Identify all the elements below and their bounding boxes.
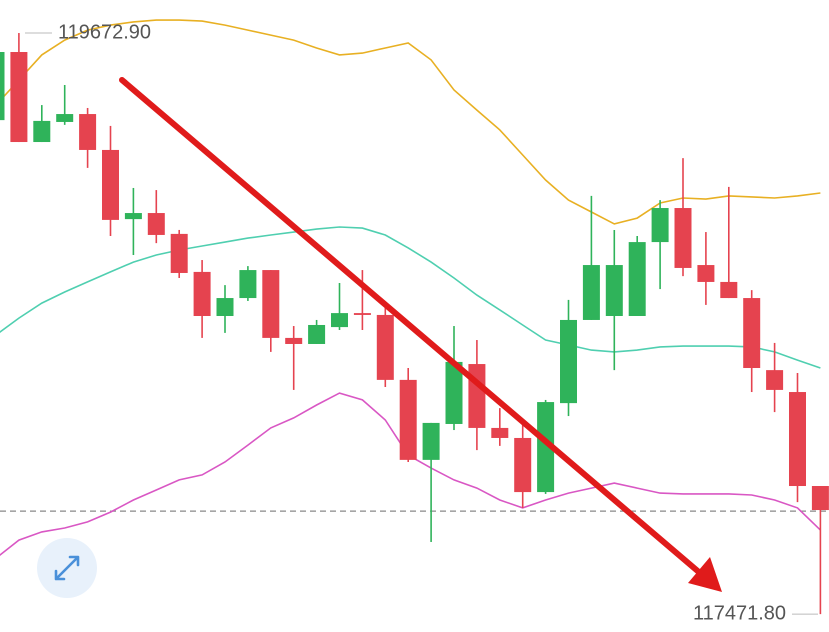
candle-body [789,392,806,487]
candle-body [56,114,74,122]
trend-arrow [119,77,722,592]
candle-body [331,313,348,328]
candle-body [514,437,532,493]
arrow-head [688,557,722,592]
candle-body [10,52,28,143]
candle-body [697,265,715,282]
candle-body [582,265,600,320]
candle-body [811,486,829,511]
candle-body [33,120,51,143]
expand-button[interactable] [37,538,97,598]
candle-body [102,149,119,220]
candle-body [445,361,463,424]
candle-body [170,233,188,273]
candle-body [0,52,5,121]
band-line [0,226,821,369]
candle-body [376,314,394,380]
candle-body [216,298,234,316]
candle-body [399,379,417,460]
candle-body [560,319,577,404]
candle-layer [0,33,829,615]
candle-body [79,114,97,150]
candle-body [353,313,371,315]
candle-body [285,337,303,344]
candle-body [651,208,669,243]
band-layer [0,19,829,556]
candle-body [491,427,509,438]
candle-body [262,270,280,338]
candle-body [537,402,555,493]
candle-body [720,281,738,299]
candle-body [239,270,257,299]
low-price-label: 117471.80 [693,602,786,624]
candle-body [674,208,692,268]
candle-body [308,324,326,344]
candle-body [628,242,646,316]
candle-body [468,364,486,428]
candle-body [147,213,165,235]
candle-body [422,422,440,460]
label-layer: 119672.90 117471.80 [25,21,818,624]
candle-body [193,271,211,316]
high-price-label: 119672.90 [58,21,151,43]
candle-body [605,265,623,316]
expand-icon[interactable] [54,555,80,581]
candle-body [766,370,784,390]
candle-body [124,213,142,220]
band-line [0,19,821,225]
arrow-shaft [119,77,703,576]
candle-body [743,298,761,369]
